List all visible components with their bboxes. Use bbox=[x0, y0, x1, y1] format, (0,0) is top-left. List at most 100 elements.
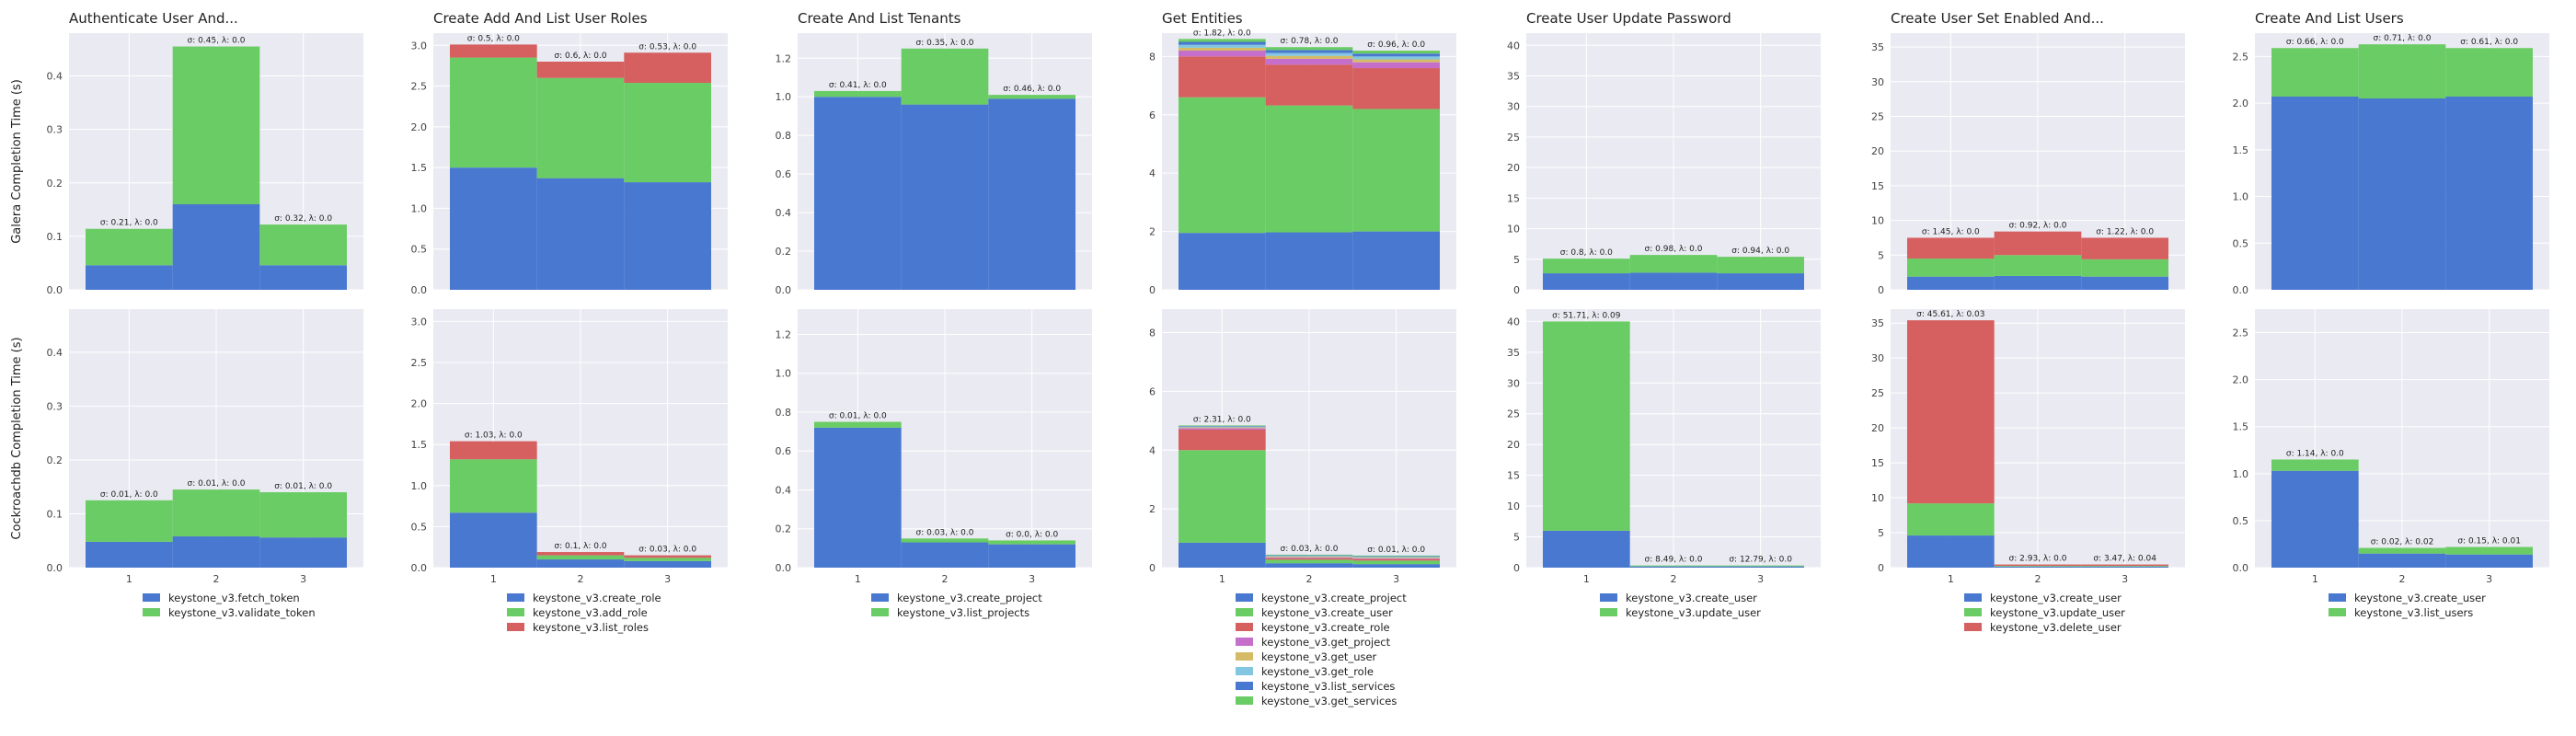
bar-segment bbox=[450, 57, 537, 168]
y-tick-label: 4 bbox=[1149, 444, 1156, 456]
y-tick-label: 2 bbox=[1149, 503, 1156, 515]
y-tick-label: 1.0 bbox=[776, 91, 792, 103]
bar-segment bbox=[1629, 565, 1718, 567]
y-tick-label: 30 bbox=[1871, 76, 1884, 88]
x-tick-label: 1 bbox=[2312, 573, 2318, 585]
bar-segment bbox=[1907, 320, 1995, 504]
y-tick-label: 0 bbox=[1878, 562, 1884, 574]
bar-segment bbox=[1352, 231, 1440, 290]
y-tick-label: 6 bbox=[1149, 109, 1156, 121]
data-annotation: σ: 0.94, λ: 0.0 bbox=[1731, 247, 1789, 256]
data-annotation: σ: 1.03, λ: 0.0 bbox=[465, 431, 523, 441]
legend-swatch bbox=[1236, 667, 1253, 675]
bar-segment bbox=[1265, 64, 1353, 106]
data-annotation: σ: 45.61, λ: 0.03 bbox=[1916, 310, 1984, 319]
legend-swatch bbox=[507, 608, 524, 616]
y-tick-label: 2.0 bbox=[411, 121, 428, 133]
bar-segment bbox=[2271, 96, 2359, 290]
bar-segment bbox=[536, 178, 625, 290]
y-tick-label: 0.0 bbox=[411, 284, 428, 296]
x-tick-label: 3 bbox=[2122, 573, 2128, 585]
legend-entry: keystone_v3.create_user bbox=[1261, 606, 1393, 619]
x-tick-label: 1 bbox=[126, 573, 132, 585]
y-tick-label: 1.0 bbox=[411, 202, 428, 214]
legend-entry: keystone_v3.create_user bbox=[1626, 592, 1757, 604]
data-annotation: σ: 0.03, λ: 0.0 bbox=[916, 528, 974, 537]
bar-segment bbox=[2081, 259, 2168, 277]
bar-segment bbox=[1543, 273, 1630, 290]
bar-segment bbox=[259, 537, 347, 568]
x-tick-label: 3 bbox=[1029, 573, 1035, 585]
panel-title: Get Entities bbox=[1162, 10, 1243, 27]
y-tick-label: 2.0 bbox=[2233, 98, 2249, 109]
legend-entry: keystone_v3.delete_user bbox=[1990, 621, 2122, 634]
y-tick-label: 0.4 bbox=[47, 347, 63, 359]
y-tick-label: 0 bbox=[1149, 562, 1156, 574]
x-tick-label: 3 bbox=[300, 573, 306, 585]
y-tick-label: 0.3 bbox=[47, 124, 63, 136]
legend-swatch bbox=[2329, 593, 2346, 602]
bar-segment bbox=[2271, 470, 2359, 568]
bar-segment bbox=[624, 560, 711, 568]
y-tick-label: 25 bbox=[1871, 387, 1884, 399]
bar-segment bbox=[1352, 564, 1440, 568]
bar-segment bbox=[814, 97, 902, 291]
y-tick-label: 35 bbox=[1507, 71, 1520, 83]
legend-swatch bbox=[1236, 696, 1253, 705]
y-tick-label: 2.5 bbox=[2233, 328, 2249, 339]
bar-segment bbox=[2445, 546, 2533, 555]
legend-swatch bbox=[1600, 593, 1617, 602]
bar-segment bbox=[2358, 44, 2446, 99]
legend-swatch bbox=[1964, 593, 1982, 602]
y-tick-label: 0.0 bbox=[47, 562, 63, 574]
legend-entry: keystone_v3.create_project bbox=[897, 592, 1042, 604]
bar-segment bbox=[1352, 62, 1440, 69]
y-tick-label: 35 bbox=[1871, 317, 1884, 329]
bar-segment bbox=[536, 552, 625, 556]
bar-segment bbox=[1717, 273, 1804, 290]
bar-segment bbox=[901, 48, 989, 105]
legend-entry: keystone_v3.create_role bbox=[1261, 621, 1390, 634]
bar-segment bbox=[624, 83, 711, 183]
bar-segment bbox=[988, 95, 1075, 99]
bar-segment bbox=[1907, 535, 1995, 568]
bar-segment bbox=[1179, 425, 1266, 427]
legend-swatch bbox=[1600, 608, 1617, 616]
x-tick-label: 3 bbox=[2486, 573, 2492, 585]
legend-entry: keystone_v3.list_users bbox=[2354, 606, 2473, 619]
bar-segment bbox=[2358, 98, 2446, 290]
bar-segment bbox=[1717, 257, 1804, 274]
y-axis-label: Cockroachdb Completion Time (s) bbox=[10, 337, 24, 539]
y-tick-label: 0.6 bbox=[776, 445, 792, 457]
data-annotation: σ: 0.45, λ: 0.0 bbox=[188, 37, 246, 46]
legend-swatch bbox=[507, 623, 524, 631]
legend-entry: keystone_v3.list_projects bbox=[897, 606, 1029, 619]
y-tick-label: 20 bbox=[1871, 145, 1884, 157]
bar-segment bbox=[988, 544, 1075, 568]
y-tick-label: 4 bbox=[1149, 167, 1156, 179]
bar-segment bbox=[1265, 232, 1353, 290]
bar-segment bbox=[259, 265, 347, 290]
bar-segment bbox=[172, 204, 260, 290]
data-annotation: σ: 0.35, λ: 0.0 bbox=[916, 39, 974, 48]
bar-segment bbox=[1629, 255, 1718, 273]
y-tick-label: 0 bbox=[1513, 284, 1520, 296]
panel-title: Create And List Tenants bbox=[798, 10, 961, 27]
bar-segment bbox=[536, 559, 625, 568]
bar-segment bbox=[1179, 450, 1266, 543]
x-tick-label: 2 bbox=[1671, 573, 1677, 585]
panel-title: Create User Update Password bbox=[1526, 10, 1731, 27]
bar-segment bbox=[1265, 554, 1353, 556]
y-tick-label: 0.6 bbox=[776, 168, 792, 180]
bar-segment bbox=[2271, 48, 2359, 97]
y-tick-label: 2.5 bbox=[411, 81, 428, 93]
bar-segment bbox=[450, 459, 537, 513]
data-annotation: σ: 1.22, λ: 0.0 bbox=[2096, 227, 2154, 236]
y-tick-label: 0.8 bbox=[776, 130, 792, 142]
bar-segment bbox=[1179, 426, 1266, 428]
y-tick-label: 0.2 bbox=[47, 178, 63, 190]
data-annotation: σ: 0.01, λ: 0.0 bbox=[829, 412, 887, 421]
y-tick-label: 0 bbox=[1513, 562, 1520, 574]
data-annotation: σ: 0.03, λ: 0.0 bbox=[638, 546, 696, 555]
